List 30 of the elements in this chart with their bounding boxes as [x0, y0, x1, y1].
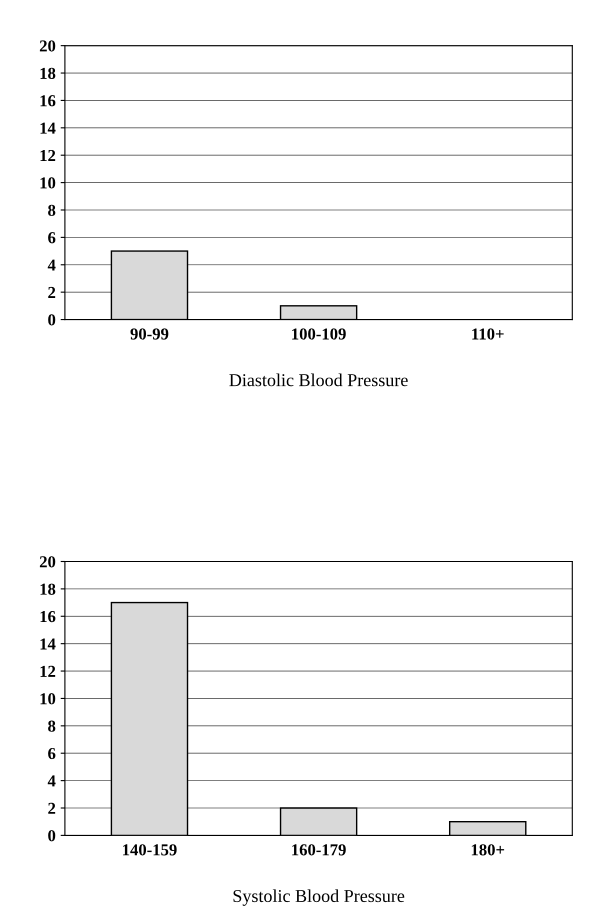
y-tick-label: 10 — [40, 693, 56, 704]
y-tick-label: 4 — [48, 775, 56, 786]
x-tick-label: 100-109 — [292, 328, 346, 340]
y-tick-label: 18 — [40, 68, 56, 79]
y-tick-label: 10 — [40, 177, 56, 189]
y-tick-label: 12 — [40, 666, 56, 677]
x-tick-label: 180+ — [472, 844, 504, 856]
y-tick-label: 6 — [48, 748, 56, 760]
x-tick-label: 110+ — [472, 328, 504, 340]
y-tick-label: 6 — [48, 232, 56, 244]
y-tick-label: 14 — [40, 122, 56, 134]
y-tick-label: 2 — [48, 802, 56, 814]
y-tick-label: 8 — [48, 204, 56, 216]
y-tick-label: 18 — [40, 584, 56, 595]
y-tick-label: 14 — [40, 638, 56, 650]
y-tick-label: 0 — [48, 830, 56, 842]
x-axis-title: Systolic Blood Pressure — [234, 889, 404, 906]
y-tick-label: 12 — [40, 150, 56, 161]
y-tick-label: 20 — [40, 556, 56, 568]
y-tick-label: 16 — [40, 95, 56, 106]
y-tick-label: 16 — [40, 611, 56, 622]
x-tick-label: 90-99 — [130, 328, 168, 340]
x-tick-label: 140-159 — [123, 844, 177, 856]
x-tick-label: 160-179 — [292, 844, 346, 856]
y-tick-label: 8 — [48, 720, 56, 732]
x-axis-title: Diastolic Blood Pressure — [229, 374, 408, 386]
y-tick-label: 0 — [48, 314, 56, 326]
y-tick-label: 4 — [48, 260, 56, 271]
y-tick-label: 2 — [48, 286, 56, 298]
y-tick-label: 20 — [40, 40, 56, 52]
